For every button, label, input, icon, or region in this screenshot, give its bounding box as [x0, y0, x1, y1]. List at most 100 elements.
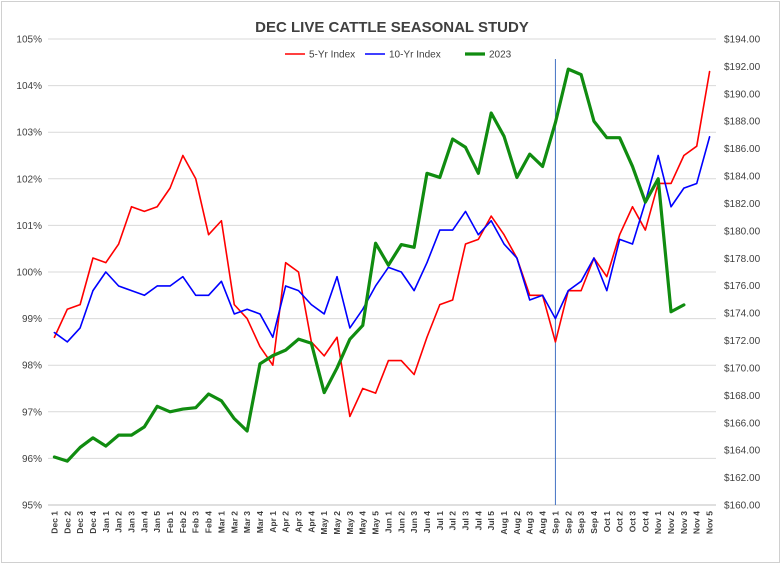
data-point [619, 137, 621, 139]
x-tick-label: Mar 4 [255, 511, 265, 533]
y-right-tick-label: $172.00 [724, 336, 761, 347]
data-point [670, 182, 672, 185]
data-point [169, 187, 171, 189]
data-point [272, 336, 274, 338]
data-point [143, 426, 145, 428]
x-tick-label: Oct 1 [602, 511, 612, 533]
data-point [79, 327, 81, 329]
data-point [657, 178, 659, 180]
y-right-tick-label: $182.00 [724, 199, 761, 210]
data-point [477, 238, 479, 240]
data-point [53, 331, 56, 334]
data-point [130, 206, 133, 208]
data-point [156, 405, 158, 407]
y-left-tick-label: 103% [16, 128, 42, 139]
data-point [259, 345, 261, 348]
data-point [246, 430, 248, 432]
x-tick-label: Oct 4 [640, 511, 650, 533]
y-right-tick-label: $178.00 [724, 254, 761, 265]
data-point [490, 215, 492, 217]
data-point [259, 363, 261, 365]
data-point [670, 206, 672, 208]
data-point [220, 400, 223, 402]
data-point [143, 210, 145, 213]
x-tick-label: Sep 1 [550, 511, 560, 534]
data-point [644, 229, 646, 231]
data-point [118, 285, 120, 287]
data-point [593, 257, 595, 259]
x-tick-label: Mar 3 [242, 511, 252, 533]
x-tick-label: Feb 2 [178, 511, 188, 533]
data-point [413, 373, 415, 376]
data-point [387, 266, 390, 268]
y-left-tick-label: 100% [16, 268, 42, 279]
y-right-tick-label: $164.00 [724, 446, 761, 457]
chart-title: DEC LIVE CATTLE SEASONAL STUDY [255, 19, 529, 36]
y-right-tick-label: $166.00 [724, 418, 761, 429]
data-point [580, 280, 582, 282]
data-point [657, 154, 659, 157]
data-point [593, 120, 595, 122]
y-right-tick-label: $192.00 [724, 62, 761, 73]
x-tick-label: May 1 [319, 511, 329, 535]
x-tick-label: Nov 4 [692, 511, 702, 534]
x-tick-label: Jul 3 [461, 511, 471, 531]
x-tick-label: Feb 3 [191, 511, 201, 533]
x-tick-label: Jul 2 [448, 511, 458, 531]
x-tick-label: Jan 3 [127, 511, 137, 533]
x-tick-label: Jun 2 [396, 511, 406, 533]
x-tick-label: Apr 2 [281, 511, 291, 533]
data-point [246, 318, 248, 320]
series-lines [52, 59, 711, 505]
data-point [606, 276, 608, 278]
y-left-tick-label: 101% [16, 221, 42, 232]
data-point [644, 201, 646, 203]
data-point [529, 294, 531, 296]
data-point [130, 290, 133, 292]
data-point [516, 257, 518, 259]
data-point [182, 154, 184, 157]
data-point [400, 243, 402, 246]
data-point [182, 276, 184, 278]
data-point [696, 182, 698, 185]
data-point [413, 246, 415, 248]
data-point [452, 299, 454, 301]
data-point [92, 257, 94, 259]
data-point [631, 243, 634, 245]
y-right-tick-label: $190.00 [724, 89, 761, 100]
x-tick-label: Aug 3 [525, 511, 535, 535]
data-point [310, 342, 312, 344]
data-point [156, 285, 158, 287]
x-tick-label: Apr 1 [268, 511, 278, 533]
data-point [490, 112, 492, 114]
data-point [207, 234, 210, 236]
data-point [362, 324, 364, 327]
x-tick-label: Sep 4 [589, 511, 599, 534]
x-tick-label: May 3 [345, 511, 355, 535]
data-point [580, 290, 582, 292]
data-point [464, 146, 467, 148]
data-point [464, 210, 467, 213]
y-left-tick-label: 98% [22, 361, 42, 372]
data-point [233, 304, 235, 306]
data-point [349, 338, 351, 340]
data-point [66, 341, 68, 343]
data-point [452, 229, 454, 231]
legend: 5-Yr Index 10-Yr Index 2023 [285, 50, 512, 61]
data-point [195, 294, 197, 296]
data-point [53, 336, 56, 338]
data-point [92, 437, 94, 439]
x-tick-label: Dec 1 [49, 511, 59, 534]
x-tick-label: Nov 2 [666, 511, 676, 534]
data-point [220, 220, 223, 222]
data-point [631, 206, 634, 208]
x-tick-label: Apr 3 [294, 511, 304, 533]
x-tick-label: Aug 1 [499, 511, 509, 535]
data-point [606, 290, 608, 292]
data-point [285, 349, 287, 351]
data-point [169, 411, 171, 413]
data-point [233, 313, 235, 315]
data-point [143, 294, 145, 296]
x-tick-label: Dec 4 [88, 511, 98, 534]
data-point [400, 359, 402, 362]
